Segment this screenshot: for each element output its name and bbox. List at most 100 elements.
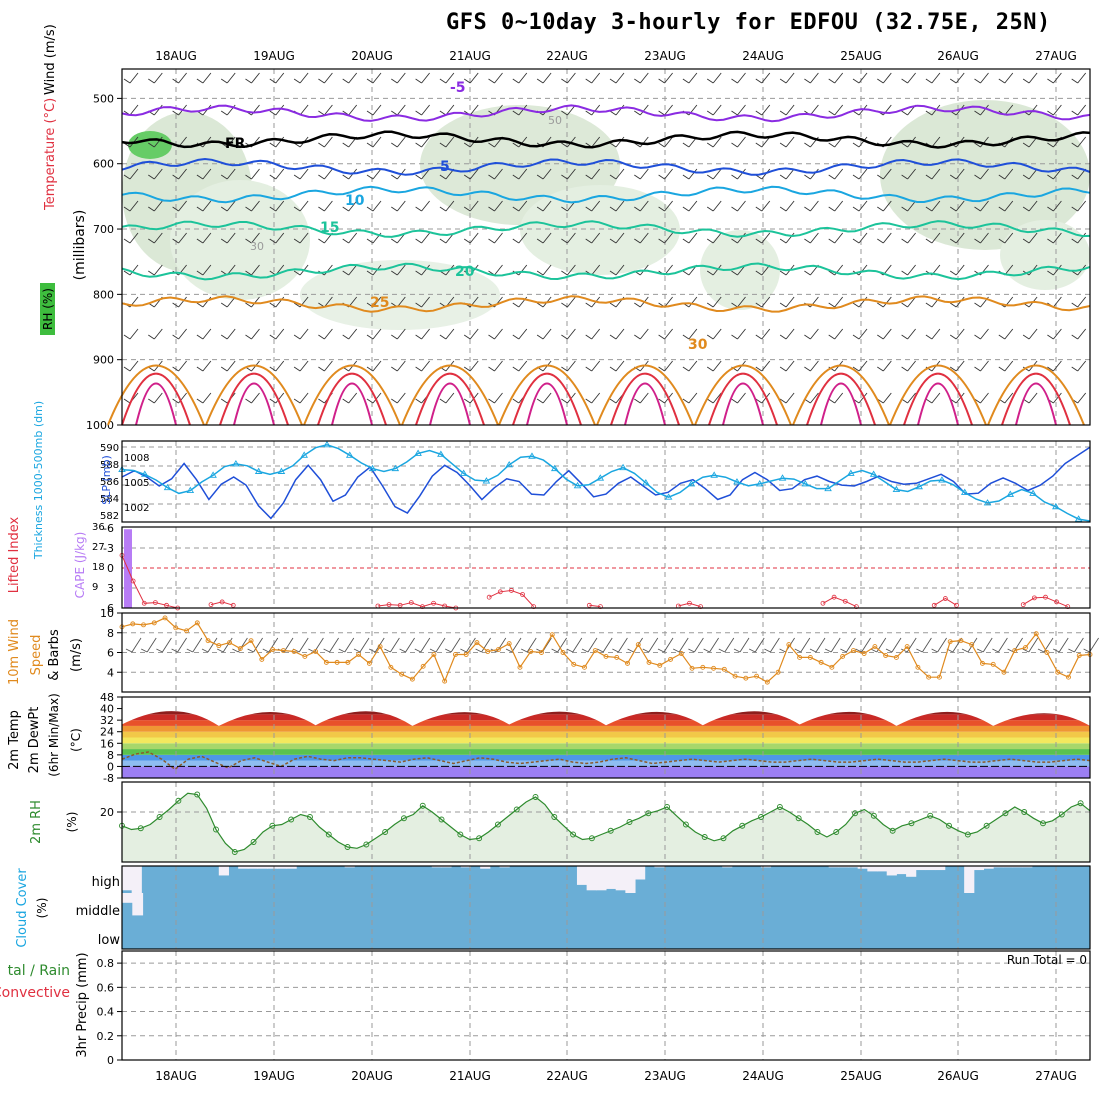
cape-tick-label: 18 [92, 562, 105, 573]
date-label-bottom: 22AUG [546, 1069, 588, 1083]
wind-barb [245, 232, 260, 244]
wind-barb [804, 200, 819, 212]
thickness-tick-label: 582 [100, 511, 119, 522]
cloud-bar [1002, 866, 1014, 868]
slp-axis-label: SLP (mb) [100, 455, 113, 505]
rh-point [588, 835, 595, 842]
date-label-bottom: 27AUG [1035, 1069, 1077, 1083]
wind-barb [852, 168, 868, 180]
rh-point [1040, 820, 1046, 827]
wind-barb [852, 232, 868, 244]
rh-shading [700, 230, 780, 310]
wind-speed-point [517, 664, 523, 670]
li-point [486, 594, 492, 600]
wind-barb [512, 232, 528, 244]
wind-barb [1047, 232, 1062, 244]
wind10-axis-label: 10m Wind [7, 619, 22, 685]
temp-tick-label: 8 [107, 749, 114, 762]
rh-point [288, 816, 295, 823]
wind-barb [123, 232, 139, 244]
wind-barb [609, 200, 625, 212]
wind-barb [804, 168, 819, 180]
rh-shading [1000, 220, 1090, 290]
cloud-tick-label: high [92, 875, 120, 890]
cloud-bar [122, 866, 133, 891]
wind-barb [196, 360, 212, 372]
cloud-bar [935, 866, 946, 871]
wind-barb [877, 360, 892, 372]
rh-point [964, 831, 971, 838]
cloud-bar [276, 866, 288, 869]
wind-barb [609, 264, 625, 276]
isotherm-label: FR [225, 136, 246, 152]
wind-speed-point [356, 652, 362, 657]
wind-barb [561, 296, 576, 308]
cloud-bar [132, 893, 144, 916]
rh-point [1021, 809, 1028, 815]
wind-speed-point [775, 669, 781, 675]
wind-barb [804, 328, 819, 340]
cloud-bar [238, 866, 249, 869]
wind-barb [172, 200, 187, 212]
wind-barb [391, 136, 406, 148]
rh-point [795, 815, 802, 822]
wind-barb [415, 136, 430, 148]
wind-tick-label: 8 [107, 627, 114, 640]
wind-barb [342, 264, 358, 276]
wind-barb [245, 296, 260, 308]
wind-barb [366, 136, 382, 148]
cloud-bar [867, 866, 878, 872]
wind-barb [974, 168, 989, 180]
surface-isotherm [694, 364, 792, 426]
wind-barb [634, 104, 649, 116]
wind-barb [731, 392, 746, 404]
li-point [853, 604, 859, 610]
wind-barb [1071, 72, 1087, 84]
wind-barb [634, 200, 649, 212]
wind-barb [998, 232, 1014, 244]
surface-isotherm [498, 364, 596, 426]
wind-barb [220, 232, 236, 244]
wind-speed-point [764, 679, 770, 685]
li-point [520, 592, 525, 597]
rh-point [156, 814, 163, 820]
cloud-bar [1012, 866, 1023, 868]
cloud-bar [596, 866, 607, 891]
temperature-band [122, 731, 1090, 738]
temp-tick-label: 0 [107, 760, 114, 773]
cloud-frame [121, 865, 1091, 950]
wind-barb [512, 328, 528, 340]
wind-barb [245, 392, 260, 404]
rh-point [551, 814, 558, 820]
wind-barb [925, 232, 941, 244]
isotherm-line [121, 185, 1091, 204]
wind-barb [779, 296, 795, 308]
wind-speed-point [668, 656, 673, 662]
cape-axis-label: CAPE (J/kg) [73, 532, 87, 599]
wind-barb [561, 328, 576, 340]
date-label-bottom: 20AUG [351, 1069, 393, 1083]
cloud-bar [606, 866, 617, 889]
wind-barb [877, 232, 892, 244]
slp-frame [121, 440, 1091, 523]
wind-barb [512, 360, 528, 372]
wind-barb [172, 360, 187, 372]
cloud-bar [635, 866, 646, 880]
wind-barb [609, 136, 625, 148]
rh-point [137, 825, 144, 832]
wind-barb [998, 360, 1014, 372]
wind-barb [245, 104, 260, 116]
rh-point [946, 822, 952, 829]
surface-wind-barb [186, 637, 203, 653]
wind-barb [949, 264, 965, 276]
surface-wind-barb [718, 637, 735, 653]
cape-tick-label: 9 [92, 582, 98, 593]
surface-wind-barb [171, 637, 187, 653]
wind-barb [658, 136, 673, 148]
wind-barb [561, 360, 576, 372]
cloud-bar [896, 866, 907, 875]
wind-barb [293, 232, 309, 244]
thickness-point [232, 459, 240, 467]
rh-point [494, 821, 501, 828]
wind-speed-point [829, 664, 835, 670]
